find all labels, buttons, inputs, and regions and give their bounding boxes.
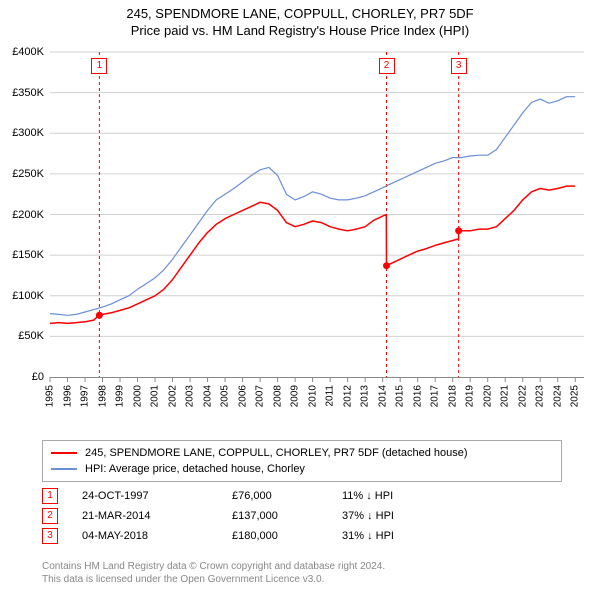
chart-container: 245, SPENDMORE LANE, COPPULL, CHORLEY, P… — [0, 0, 600, 590]
x-axis-label: 2016 — [412, 385, 423, 407]
legend-label: HPI: Average price, detached house, Chor… — [85, 461, 305, 477]
y-axis-label: £300K — [12, 127, 44, 139]
x-axis-label: 2000 — [132, 385, 143, 407]
y-axis-label: £0 — [32, 371, 44, 383]
x-axis-label: 2025 — [570, 385, 581, 407]
event-row: 2 21-MAR-2014£137,00037% ↓ HPI — [42, 506, 562, 526]
x-axis-label: 2018 — [447, 385, 458, 407]
x-axis-label: 1998 — [97, 385, 108, 407]
x-axis-label: 2013 — [360, 385, 371, 407]
plot-region — [50, 52, 584, 378]
plot-svg — [50, 52, 584, 377]
x-axis-label: 1999 — [115, 385, 126, 407]
x-axis-label: 2008 — [272, 385, 283, 407]
x-axis-label: 2010 — [307, 385, 318, 407]
chart-titles: 245, SPENDMORE LANE, COPPULL, CHORLEY, P… — [0, 0, 600, 38]
x-axis-label: 2022 — [517, 385, 528, 407]
x-axis-label: 2002 — [167, 385, 178, 407]
event-price: £76,000 — [232, 490, 342, 502]
event-pct: 11% ↓ HPI — [342, 490, 393, 502]
y-axis-label: £200K — [12, 209, 44, 221]
x-axis-label: 2019 — [465, 385, 476, 407]
x-axis-label: 2005 — [220, 385, 231, 407]
legend-swatch-blue — [51, 468, 77, 470]
title-line-2: Price paid vs. HM Land Registry's House … — [0, 23, 600, 38]
y-axis-label: £250K — [12, 168, 44, 180]
y-axis-label: £150K — [12, 249, 44, 261]
x-axis-label: 2007 — [255, 385, 266, 407]
x-axis-label: 2003 — [185, 385, 196, 407]
x-axis-label: 2014 — [377, 385, 388, 407]
event-row: 1 24-OCT-1997£76,00011% ↓ HPI — [42, 486, 562, 506]
x-axis-label: 2009 — [290, 385, 301, 407]
event-price: £137,000 — [232, 510, 342, 522]
footer-line-1: Contains HM Land Registry data © Crown c… — [42, 560, 385, 573]
event-marker-box: 3 — [42, 528, 58, 544]
event-date: 21-MAR-2014 — [82, 510, 232, 522]
event-date: 04-MAY-2018 — [82, 530, 232, 542]
event-marker-box: 1 — [42, 488, 58, 504]
event-date: 24-OCT-1997 — [82, 490, 232, 502]
event-pct: 31% ↓ HPI — [342, 530, 394, 542]
x-axis-label: 2006 — [237, 385, 248, 407]
x-axis-label: 2020 — [482, 385, 493, 407]
chart-area: £0£50K£100K£150K£200K£250K£300K£350K£400… — [50, 52, 584, 402]
footer-line-2: This data is licensed under the Open Gov… — [42, 573, 385, 586]
x-axis-label: 2017 — [430, 385, 441, 407]
x-axis-label: 1997 — [80, 385, 91, 407]
x-axis-label: 2023 — [535, 385, 546, 407]
x-axis-label: 2024 — [552, 385, 563, 407]
x-axis-label: 2021 — [500, 385, 511, 407]
x-axis-label: 2001 — [150, 385, 161, 407]
x-axis-label: 1996 — [62, 385, 73, 407]
event-pct: 37% ↓ HPI — [342, 510, 394, 522]
x-axis-label: 2012 — [342, 385, 353, 407]
x-axis-label: 2004 — [202, 385, 213, 407]
chart-marker-box: 2 — [379, 58, 395, 74]
x-axis-label: 2011 — [325, 385, 336, 407]
event-row: 3 04-MAY-2018£180,00031% ↓ HPI — [42, 526, 562, 546]
y-axis-label: £350K — [12, 87, 44, 99]
legend-swatch-red — [51, 452, 77, 454]
y-axis-label: £50K — [18, 330, 44, 342]
legend-row: 245, SPENDMORE LANE, COPPULL, CHORLEY, P… — [51, 445, 553, 461]
legend-label: 245, SPENDMORE LANE, COPPULL, CHORLEY, P… — [85, 445, 468, 461]
legend-box: 245, SPENDMORE LANE, COPPULL, CHORLEY, P… — [42, 440, 562, 482]
event-marker-box: 2 — [42, 508, 58, 524]
legend-row: HPI: Average price, detached house, Chor… — [51, 461, 553, 477]
chart-marker-box: 3 — [451, 58, 467, 74]
event-price: £180,000 — [232, 530, 342, 542]
x-axis-label: 1995 — [45, 385, 56, 407]
x-axis-label: 2015 — [395, 385, 406, 407]
events-table: 1 24-OCT-1997£76,00011% ↓ HPI 2 21-MAR-2014… — [42, 486, 562, 546]
y-axis-label: £100K — [12, 290, 44, 302]
footer-attribution: Contains HM Land Registry data © Crown c… — [42, 560, 385, 586]
title-line-1: 245, SPENDMORE LANE, COPPULL, CHORLEY, P… — [0, 6, 600, 21]
chart-marker-box: 1 — [91, 58, 107, 74]
y-axis-label: £400K — [12, 46, 44, 58]
